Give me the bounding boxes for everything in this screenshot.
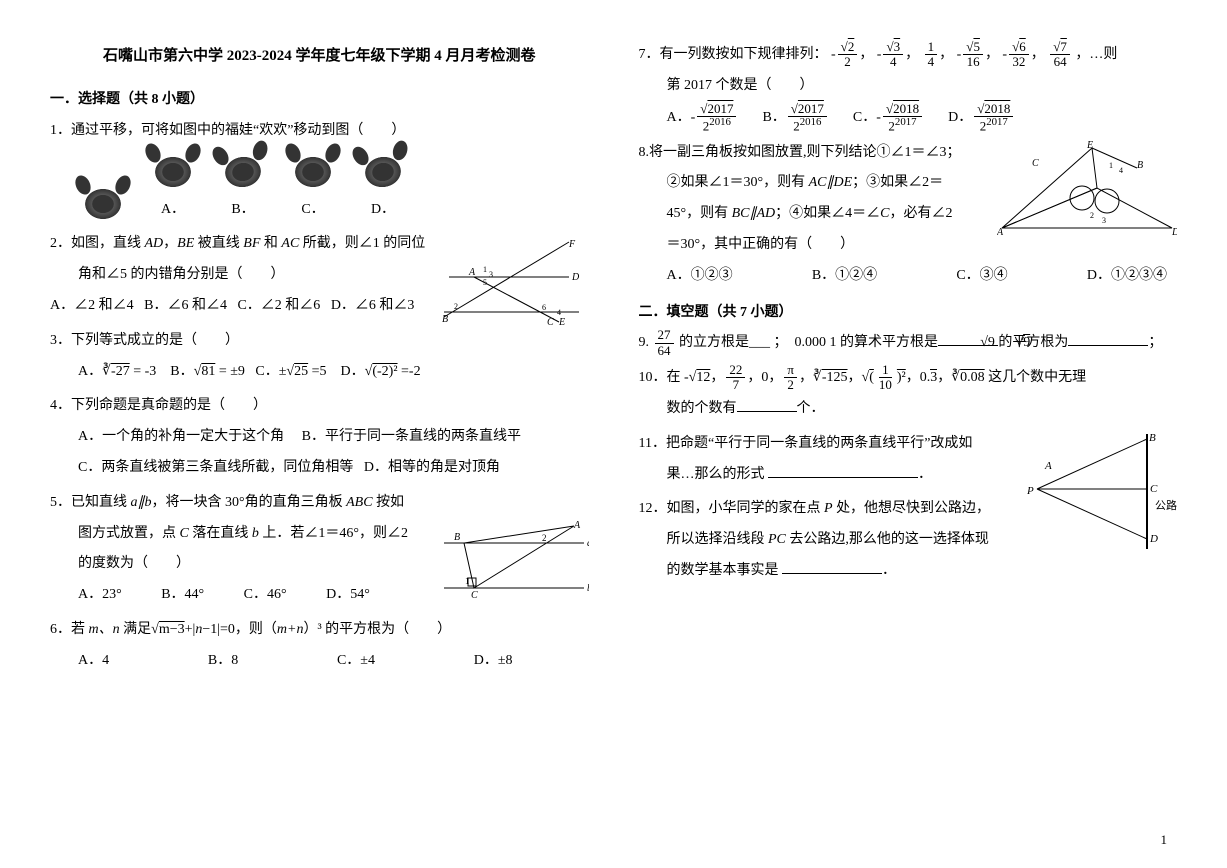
svg-text:1: 1 xyxy=(1109,161,1113,170)
section1-heading: 一．选择题（共 8 小题） xyxy=(50,85,589,116)
q9-blank3 xyxy=(1068,332,1148,346)
question-10: 10．在 -√12，227，0，π2，∛-125，√(110)²，0.3，∛0.… xyxy=(639,363,1178,425)
q10-blank xyxy=(737,398,797,412)
section2-heading: 二．填空题（共 7 小题） xyxy=(639,298,1178,329)
q1-opt-c: C． xyxy=(301,195,324,226)
svg-text:5: 5 xyxy=(483,278,487,287)
q4-opts-row1: A．一个角的补角一定大于这个角 B．平行于同一条直线的两条直线平 xyxy=(50,422,589,453)
svg-text:1: 1 xyxy=(465,576,470,586)
svg-text:D: D xyxy=(571,272,580,283)
q1-opt-a-mascot xyxy=(148,151,198,193)
svg-text:b: b xyxy=(587,583,589,594)
svg-text:4: 4 xyxy=(1119,166,1123,175)
question-7: 7．有一列数按如下规律排列： -√22， -√34， 14， -√516， -√… xyxy=(639,40,1178,134)
question-1: 1．通过平移，可将如图中的福娃“欢欢”移动到图（ ） A． B． C． D． xyxy=(50,116,589,226)
svg-text:3: 3 xyxy=(489,270,493,279)
q1-stem: 1．通过平移，可将如图中的福娃“欢欢”移动到图（ ） xyxy=(50,116,589,147)
q8-figure: A B C D E 1 2 3 4 xyxy=(997,138,1177,243)
q1-opt-d-mascot xyxy=(355,147,410,196)
question-4: 4．下列命题是真命题的是（ ） A．一个角的补角一定大于这个角 B．平行于同一条… xyxy=(50,391,589,483)
question-6: 6．若 m、n 满足√m−3+|n−1|=0，则（m+n）³ 的平方根为（ ） … xyxy=(50,615,589,677)
q6-options: A．4 B．8 C．±4 D．±8 xyxy=(50,646,589,677)
q7-line2: 第 2017 个数是（ ） xyxy=(639,71,1178,102)
svg-text:C: C xyxy=(1032,158,1039,169)
q3-stem: 3．下列等式成立的是（ ） xyxy=(50,326,589,357)
q1-opt-a: A． xyxy=(161,195,185,226)
q5-figure: A B C a b 1 2 xyxy=(439,518,589,598)
q7-options: A．-√201722016 B．√201722016 C．-√201822017… xyxy=(639,102,1178,134)
question-8: 8.将一副三角板按如图放置,则下列结论①∠1＝∠3； ②如果∠1＝30°，则有 … xyxy=(639,138,1178,292)
q2-figure: A B C D E F 1 2 3 4 5 6 xyxy=(439,237,589,327)
svg-text:C: C xyxy=(1150,483,1158,495)
q12-blank xyxy=(782,560,882,574)
svg-text:2: 2 xyxy=(454,302,458,311)
svg-text:B: B xyxy=(1137,160,1143,171)
svg-text:C: C xyxy=(547,317,554,327)
page-number: 1 xyxy=(1161,832,1168,848)
question-3: 3．下列等式成立的是（ ） A．∛-27 = -3 B．√81 = ±9 C．±… xyxy=(50,326,589,388)
q1-source-mascot xyxy=(78,183,128,225)
svg-text:2: 2 xyxy=(542,533,547,543)
svg-text:C: C xyxy=(471,590,478,598)
question-5: 5．已知直线 a∥b，将一块含 30°角的直角三角板 ABC 按如 图方式放置，… xyxy=(50,488,589,611)
svg-text:P: P xyxy=(1027,485,1034,497)
svg-text:2: 2 xyxy=(1090,211,1094,220)
svg-text:a: a xyxy=(587,538,589,549)
q1-opt-d: D． xyxy=(371,195,395,226)
q1-opt-c-mascot xyxy=(288,151,338,193)
q6-stem: 6．若 m、n 满足√m−3+|n−1|=0，则（m+n）³ 的平方根为（ ） xyxy=(50,615,589,646)
svg-text:6: 6 xyxy=(542,303,546,312)
svg-text:F: F xyxy=(568,239,576,250)
q4-opts-row2: C．两条直线被第三条直线所截，同位角相等 D．相等的角是对顶角 xyxy=(50,453,589,484)
svg-text:A: A xyxy=(468,267,476,278)
q1-opt-b-mascot xyxy=(215,147,270,196)
q3-options: A．∛-27 = -3 B．√81 = ±9 C．±√25 =5 D．√(-2)… xyxy=(50,357,589,388)
svg-text:E: E xyxy=(558,317,565,327)
question-9: 9. 2764 的立方根是___ ； 0.000 1 的算术平方根是 √9√9 … xyxy=(639,328,1178,359)
svg-text:3: 3 xyxy=(1102,216,1106,225)
svg-text:B: B xyxy=(442,314,448,325)
svg-text:4: 4 xyxy=(557,308,561,317)
q1-opt-b: B． xyxy=(231,195,254,226)
svg-text:A: A xyxy=(1044,460,1052,472)
exam-title: 石嘴山市第六中学 2023-2024 学年度七年级下学期 4 月月考检测卷 xyxy=(50,40,589,73)
q11-blank xyxy=(768,464,918,478)
q5-line1: 5．已知直线 a∥b，将一块含 30°角的直角三角板 ABC 按如 xyxy=(50,488,589,519)
svg-text:D: D xyxy=(1149,533,1158,545)
svg-text:D: D xyxy=(1171,227,1177,238)
q8-options: A．①②③ B．①②④ C．③④ D．①②③④ xyxy=(639,261,1178,292)
svg-text:B: B xyxy=(1149,432,1156,444)
svg-text:公路: 公路 xyxy=(1155,499,1177,512)
q12-figure: B P C A D 公路 xyxy=(1027,429,1177,559)
svg-text:A: A xyxy=(997,227,1004,238)
question-2: 2．如图，直线 AD，BE 被直线 BF 和 AC 所截，则∠1 的同位 角和∠… xyxy=(50,229,589,321)
svg-text:E: E xyxy=(1086,140,1093,151)
q9-blank1: ___ xyxy=(749,335,770,350)
q7-line1: 7．有一列数按如下规律排列： -√22， -√34， 14， -√516， -√… xyxy=(639,40,1178,71)
svg-text:A: A xyxy=(573,520,581,531)
q4-stem: 4．下列命题是真命题的是（ ） xyxy=(50,391,589,422)
svg-text:B: B xyxy=(454,532,460,543)
svg-text:1: 1 xyxy=(483,265,487,274)
